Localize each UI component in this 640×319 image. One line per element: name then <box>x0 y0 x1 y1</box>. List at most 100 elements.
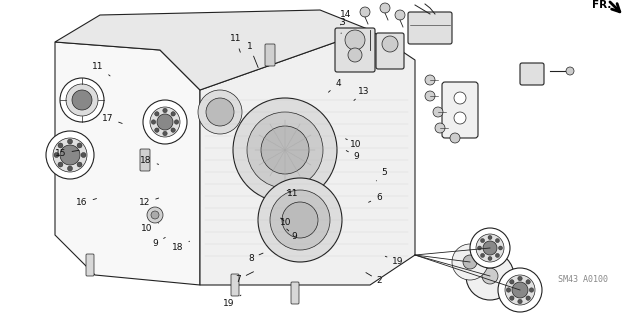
Circle shape <box>509 296 514 300</box>
Circle shape <box>67 166 72 171</box>
Circle shape <box>206 98 234 126</box>
Circle shape <box>150 107 180 137</box>
Circle shape <box>481 253 484 257</box>
Circle shape <box>171 112 175 116</box>
Text: 18: 18 <box>140 156 159 165</box>
Text: 5: 5 <box>376 168 387 181</box>
Circle shape <box>46 131 94 179</box>
Circle shape <box>488 235 492 240</box>
Text: 19: 19 <box>223 295 241 308</box>
Text: 11: 11 <box>92 62 110 76</box>
Circle shape <box>151 120 156 124</box>
Circle shape <box>163 131 167 136</box>
Circle shape <box>529 288 534 292</box>
Circle shape <box>143 100 187 144</box>
FancyBboxPatch shape <box>442 82 478 138</box>
Circle shape <box>163 108 167 113</box>
Text: 12: 12 <box>139 198 159 207</box>
Circle shape <box>348 48 362 62</box>
Text: 15: 15 <box>55 149 79 158</box>
Text: FR.: FR. <box>592 0 611 10</box>
Circle shape <box>174 120 179 124</box>
Text: 11: 11 <box>230 34 241 52</box>
Circle shape <box>425 75 435 85</box>
Circle shape <box>425 91 435 101</box>
Circle shape <box>171 128 175 132</box>
Text: SM43 A0100: SM43 A0100 <box>558 276 608 285</box>
Circle shape <box>58 143 63 148</box>
Circle shape <box>470 228 510 268</box>
Circle shape <box>466 252 514 300</box>
Text: 13: 13 <box>354 87 369 100</box>
Circle shape <box>488 256 492 261</box>
Text: 3: 3 <box>340 19 345 33</box>
Circle shape <box>395 10 405 20</box>
Text: 16: 16 <box>76 198 97 207</box>
Circle shape <box>155 112 159 116</box>
Circle shape <box>77 162 82 167</box>
Circle shape <box>505 275 535 305</box>
Circle shape <box>435 123 445 133</box>
Polygon shape <box>55 42 200 285</box>
Text: 11: 11 <box>287 189 299 198</box>
Circle shape <box>526 280 531 284</box>
Circle shape <box>53 138 87 172</box>
Text: 10: 10 <box>280 218 292 227</box>
Circle shape <box>463 255 477 269</box>
Circle shape <box>151 211 159 219</box>
FancyBboxPatch shape <box>408 12 452 44</box>
FancyBboxPatch shape <box>140 149 150 171</box>
Circle shape <box>282 202 318 238</box>
Circle shape <box>233 98 337 202</box>
Circle shape <box>147 207 163 223</box>
Circle shape <box>476 234 504 262</box>
Circle shape <box>360 7 370 17</box>
Circle shape <box>454 112 466 124</box>
Circle shape <box>498 268 542 312</box>
FancyBboxPatch shape <box>231 274 239 296</box>
Circle shape <box>512 282 528 298</box>
Circle shape <box>566 67 574 75</box>
Circle shape <box>450 133 460 143</box>
FancyBboxPatch shape <box>86 254 94 276</box>
Circle shape <box>270 190 330 250</box>
Text: 9: 9 <box>287 229 297 241</box>
Text: 8: 8 <box>248 253 263 263</box>
FancyBboxPatch shape <box>291 282 299 304</box>
Text: 1: 1 <box>247 42 258 68</box>
Text: 4: 4 <box>328 79 340 92</box>
Circle shape <box>380 3 390 13</box>
Circle shape <box>60 145 80 165</box>
Text: 7: 7 <box>236 272 253 284</box>
Text: 2: 2 <box>366 272 382 285</box>
Circle shape <box>66 84 98 116</box>
Circle shape <box>483 241 497 255</box>
Polygon shape <box>55 10 370 90</box>
Circle shape <box>495 253 499 257</box>
Text: 9: 9 <box>153 237 165 248</box>
Circle shape <box>198 90 242 134</box>
FancyBboxPatch shape <box>376 33 404 69</box>
Circle shape <box>81 152 86 158</box>
Text: 14: 14 <box>340 10 351 25</box>
Circle shape <box>382 36 398 52</box>
Circle shape <box>247 112 323 188</box>
Circle shape <box>481 239 484 242</box>
Circle shape <box>77 143 82 148</box>
Circle shape <box>54 152 59 158</box>
Circle shape <box>452 244 488 280</box>
Circle shape <box>345 30 365 50</box>
Circle shape <box>499 246 502 250</box>
Text: 18: 18 <box>172 241 189 252</box>
FancyBboxPatch shape <box>335 28 375 72</box>
Circle shape <box>433 107 443 117</box>
Circle shape <box>482 268 498 284</box>
Text: 6: 6 <box>369 193 381 202</box>
Circle shape <box>155 128 159 132</box>
FancyBboxPatch shape <box>520 63 544 85</box>
Circle shape <box>60 78 104 122</box>
Polygon shape <box>200 30 415 285</box>
Text: 10: 10 <box>141 223 159 233</box>
Text: 10: 10 <box>346 139 362 149</box>
Circle shape <box>518 299 522 304</box>
